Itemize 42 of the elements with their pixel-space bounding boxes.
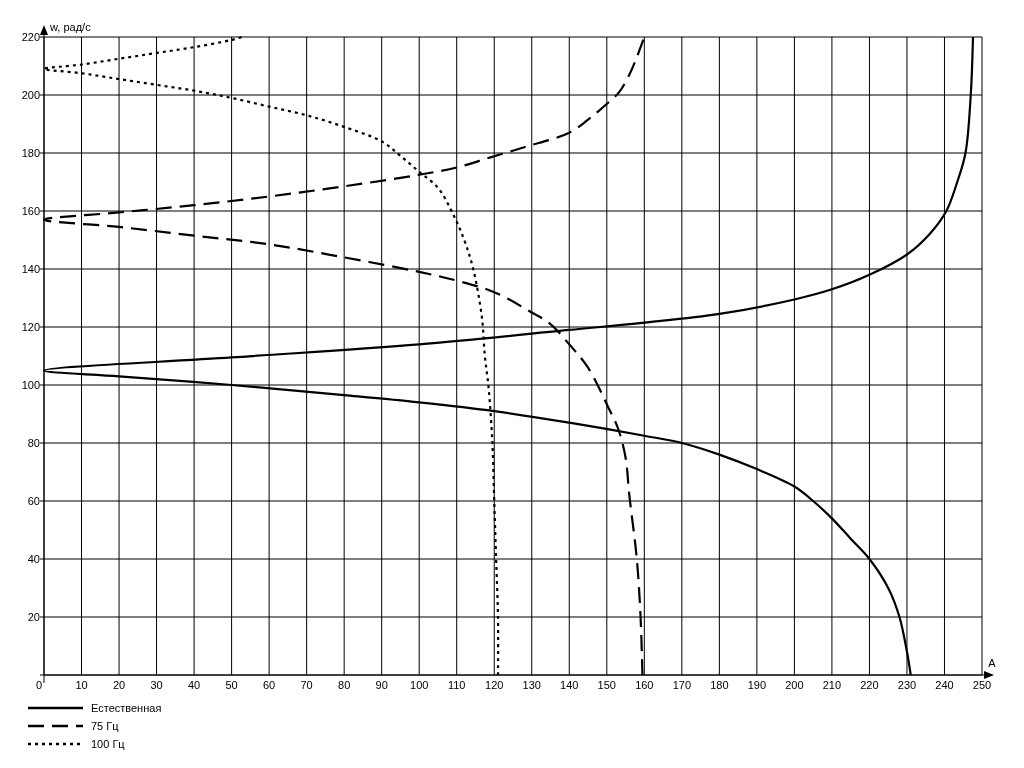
x-tick-label: 180 [710,679,729,691]
y-tick-label: 200 [21,89,40,101]
x-tick-label: 140 [560,679,579,691]
y-tick-label: 180 [21,147,40,159]
x-tick-label: 90 [375,679,388,691]
x-tick-label: 220 [860,679,879,691]
x-tick-label: 160 [635,679,654,691]
x-tick-label: 230 [897,679,917,691]
x-axis-title: A [988,657,997,669]
x-tick-label: 130 [522,679,541,691]
legend-label: 100 Гц [91,738,126,750]
y-tick-label: 140 [21,263,40,275]
y-tick-label: 120 [21,321,40,333]
x-tick-label: 190 [747,679,767,691]
x-tick-label: 170 [672,679,692,691]
y-tick-label: 80 [27,437,40,449]
x-tick-label: 250 [972,679,992,691]
legend-label: Естественная [91,702,162,714]
x-tick-label: 80 [338,679,351,691]
x-tick-label: 10 [75,679,88,691]
x-tick-label: 20 [112,679,126,691]
x-tick-label: 30 [150,679,163,691]
x-tick-label: 240 [935,679,954,691]
x-tick-label: 70 [300,679,313,691]
legend-label: 75 Гц [91,720,120,732]
x-tick-label: 40 [187,679,201,691]
y-tick-label: 20 [27,611,40,623]
y-tick-label: 160 [21,205,40,217]
y-tick-label: 60 [27,495,40,507]
x-tick-label: 210 [822,679,842,691]
x-tick-label: 100 [410,679,429,691]
y-tick-label: 40 [27,553,40,565]
x-tick-label: 0 [35,679,43,691]
y-tick-label: 100 [21,379,40,391]
y-axis-title: w, рад/с [49,21,92,33]
x-tick-label: 150 [597,679,616,691]
x-tick-label: 110 [447,679,466,691]
x-tick-label: 120 [485,679,504,691]
x-tick-label: 50 [225,679,238,691]
y-tick-label: 220 [21,31,40,43]
x-tick-label: 200 [785,679,804,691]
x-tick-label: 60 [262,679,276,691]
